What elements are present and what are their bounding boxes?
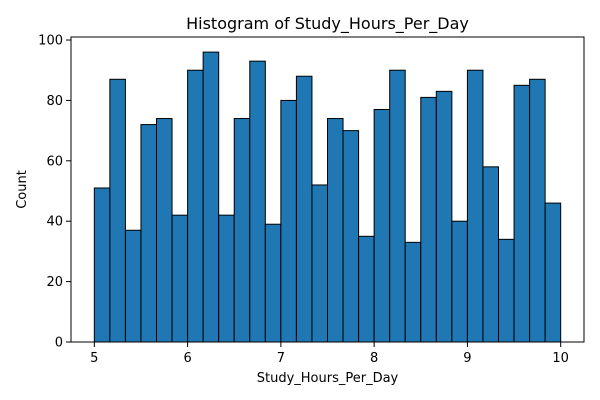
histogram-bar	[187, 69, 204, 343]
y-tick-label: 80	[46, 94, 63, 109]
x-axis-ticks: 5 6 7 8 9 10	[90, 342, 569, 366]
histogram-bar	[140, 124, 157, 343]
histogram-bar	[435, 90, 453, 343]
histogram-bar	[404, 241, 422, 343]
histogram-bar	[342, 130, 360, 343]
histogram-bar	[544, 202, 562, 343]
y-tick-label: 20	[46, 275, 63, 290]
x-tick-label: 10	[552, 351, 569, 366]
histogram-bar	[218, 214, 235, 343]
histogram-bar	[93, 187, 111, 343]
histogram-bar	[451, 220, 468, 343]
plot-frame	[70, 36, 585, 343]
x-tick-label: 7	[277, 351, 285, 366]
histogram-bar	[420, 96, 437, 343]
histogram-bar	[280, 99, 297, 343]
histogram-bar	[264, 223, 282, 343]
y-axis-ticks: 0 20 40 60 80 100	[38, 34, 71, 351]
y-tick-label: 100	[38, 34, 63, 49]
y-tick-label: 0	[55, 336, 63, 351]
histogram-bar	[358, 235, 375, 343]
x-tick-label: 5	[90, 351, 98, 366]
bars-group	[93, 51, 562, 343]
chart-title: Histogram of Study_Hours_Per_Day	[186, 14, 469, 34]
histogram-bar	[249, 60, 266, 343]
histogram-bar	[109, 78, 126, 343]
histogram-bar	[171, 214, 189, 343]
histogram-bar	[124, 229, 142, 343]
histogram-bar	[202, 51, 220, 343]
x-tick-label: 6	[183, 351, 191, 366]
histogram-bar	[295, 75, 313, 343]
histogram-bar	[233, 118, 251, 343]
x-tick-label: 9	[463, 351, 471, 366]
histogram-bar	[311, 184, 329, 343]
x-axis-label: Study_Hours_Per_Day	[257, 371, 399, 386]
histogram-bar	[482, 166, 500, 343]
histogram-bar	[513, 84, 531, 343]
histogram-bar	[466, 69, 484, 343]
histogram-bar	[373, 108, 391, 343]
histogram-bar	[156, 118, 173, 343]
y-tick-label: 60	[46, 154, 63, 169]
histogram-bar	[498, 238, 515, 343]
x-tick-label: 8	[370, 351, 378, 366]
y-tick-label: 40	[46, 215, 63, 230]
histogram-bar	[389, 69, 406, 343]
histogram-bar	[327, 118, 344, 343]
histogram-bar	[529, 78, 546, 343]
y-axis-label: Count	[15, 170, 30, 209]
